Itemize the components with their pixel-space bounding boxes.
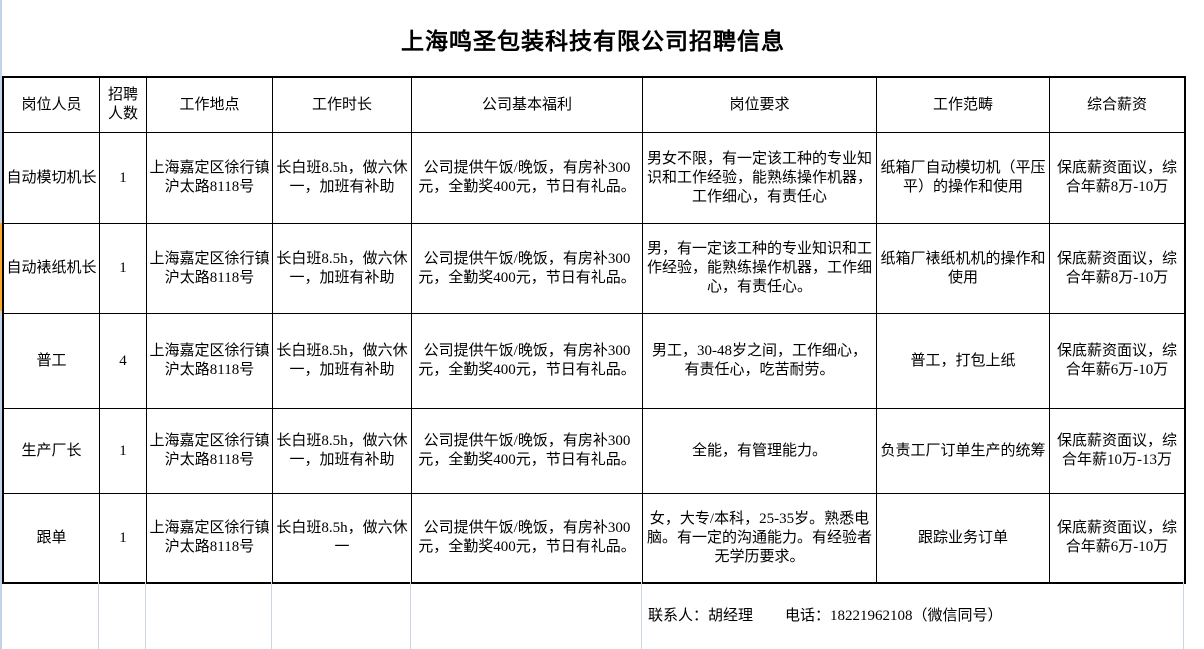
cell-headcount: 1 [100, 133, 147, 224]
cell-location: 上海嘉定区徐行镇沪太路8118号 [147, 409, 273, 494]
cell-hours: 长白班8.5h，做六休一，加班有补助 [273, 133, 412, 224]
cell-benefits: 公司提供午饭/晚饭，有房补300元，全勤奖400元，节日有礼品。 [412, 133, 643, 224]
recruitment-table: 岗位人员 招聘人数 工作地点 工作时长 公司基本福利 岗位要求 工作范畴 综合薪… [2, 76, 1186, 584]
cell-hours: 长白班8.5h，做六休一 [273, 494, 412, 584]
cell-salary: 保底薪资面议，综合年薪10万-13万 [1050, 409, 1186, 494]
contact-info: 联系人：胡经理 电话：18221962108（微信同号） [648, 606, 1003, 626]
cell-requirements: 全能，有管理能力。 [643, 409, 877, 494]
cell-headcount: 1 [100, 494, 147, 584]
cell-requirements: 男女不限，有一定该工种的专业知识和工作经验，能熟练操作机器，工作细心，有责任心 [643, 133, 877, 224]
cell-requirements: 男，有一定该工种的专业知识和工作经验，能熟练操作机器，工作细心，有责任心。 [643, 224, 877, 314]
cell-hours: 长白班8.5h，做六休一，加班有补助 [273, 224, 412, 314]
gridline [98, 582, 99, 649]
cell-location: 上海嘉定区徐行镇沪太路8118号 [147, 494, 273, 584]
cell-position: 生产厂长 [4, 409, 100, 494]
cell-salary: 保底薪资面议，综合年薪6万-10万 [1050, 314, 1186, 409]
gridline [410, 582, 411, 649]
column-header-salary: 综合薪资 [1050, 78, 1186, 133]
cell-salary: 保底薪资面议，综合年薪8万-10万 [1050, 133, 1186, 224]
cell-benefits: 公司提供午饭/晚饭，有房补300元，全勤奖400元，节日有礼品。 [412, 224, 643, 314]
cell-headcount: 4 [100, 314, 147, 409]
cell-hours: 长白班8.5h，做六休一，加班有补助 [273, 314, 412, 409]
cell-position: 自动模切机长 [4, 133, 100, 224]
column-header-requirements: 岗位要求 [643, 78, 877, 133]
contact-person: 联系人：胡经理 [648, 608, 754, 624]
cell-requirements: 男工，30-48岁之间，工作细心，有责任心，吃苦耐劳。 [643, 314, 877, 409]
column-header-headcount: 招聘人数 [100, 78, 147, 133]
cell-scope: 跟踪业务订单 [877, 494, 1050, 584]
contact-phone: 电话：18221962108（微信同号） [785, 608, 1003, 624]
cell-scope: 负责工厂订单生产的统筹 [877, 409, 1050, 494]
row-highlight-marker [0, 223, 3, 311]
cell-scope: 纸箱厂自动模切机（平压平）的操作和使用 [877, 133, 1050, 224]
window-left-edge [0, 0, 2, 649]
cell-location: 上海嘉定区徐行镇沪太路8118号 [147, 224, 273, 314]
cell-scope: 普工，打包上纸 [877, 314, 1050, 409]
cell-hours: 长白班8.5h，做六休一，加班有补助 [273, 409, 412, 494]
cell-position: 自动裱纸机长 [4, 224, 100, 314]
gridline [641, 582, 642, 649]
cell-headcount: 1 [100, 224, 147, 314]
cell-salary: 保底薪资面议，综合年薪8万-10万 [1050, 224, 1186, 314]
cell-location: 上海嘉定区徐行镇沪太路8118号 [147, 314, 273, 409]
column-header-position: 岗位人员 [4, 78, 100, 133]
gridline [1183, 582, 1184, 649]
cell-benefits: 公司提供午饭/晚饭，有房补300元，全勤奖400元，节日有礼品。 [412, 314, 643, 409]
cell-benefits: 公司提供午饭/晚饭，有房补300元，全勤奖400元，节日有礼品。 [412, 409, 643, 494]
cell-salary: 保底薪资面议，综合年薪6万-10万 [1050, 494, 1186, 584]
cell-requirements: 女，大专/本科，25-35岁。熟悉电脑。有一定的沟通能力。有经验者无学历要求。 [643, 494, 877, 584]
gridline [271, 582, 272, 649]
cell-scope: 纸箱厂裱纸机机的操作和使用 [877, 224, 1050, 314]
column-header-hours: 工作时长 [273, 78, 412, 133]
cell-position: 跟单 [4, 494, 100, 584]
column-header-benefits: 公司基本福利 [412, 78, 643, 133]
page-title: 上海鸣圣包装科技有限公司招聘信息 [401, 29, 785, 54]
cell-position: 普工 [4, 314, 100, 409]
cell-headcount: 1 [100, 409, 147, 494]
column-header-location: 工作地点 [147, 78, 273, 133]
gridline [145, 582, 146, 649]
cell-location: 上海嘉定区徐行镇沪太路8118号 [147, 133, 273, 224]
column-header-scope: 工作范畴 [877, 78, 1050, 133]
cell-benefits: 公司提供午饭/晚饭，有房补300元，全勤奖400元，节日有礼品。 [412, 494, 643, 584]
